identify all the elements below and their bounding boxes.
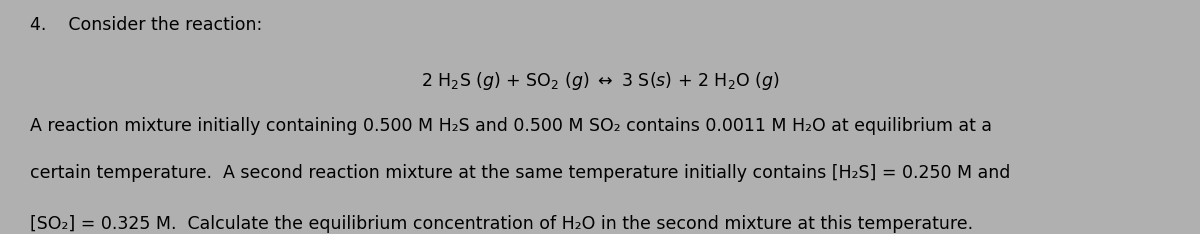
- Text: 4.    Consider the reaction:: 4. Consider the reaction:: [30, 16, 263, 34]
- Text: [SO₂] = 0.325 M.  Calculate the equilibrium concentration of H₂O in the second m: [SO₂] = 0.325 M. Calculate the equilibri…: [30, 215, 973, 233]
- Text: A reaction mixture initially containing 0.500 M H₂S and 0.500 M SO₂ contains 0.0: A reaction mixture initially containing …: [30, 117, 992, 135]
- Text: certain temperature.  A second reaction mixture at the same temperature initiall: certain temperature. A second reaction m…: [30, 164, 1010, 182]
- Text: 2 H$_2$S ($g$) + SO$_2$ ($g$) $\leftrightarrow$ 3 S($s$) + 2 H$_2$O ($g$): 2 H$_2$S ($g$) + SO$_2$ ($g$) $\leftrigh…: [421, 70, 779, 92]
